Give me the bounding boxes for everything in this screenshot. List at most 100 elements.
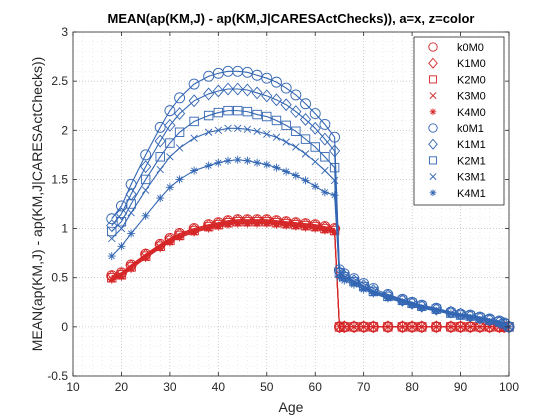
data-point <box>282 221 291 230</box>
data-point <box>309 108 321 120</box>
legend-item: K1M0 <box>428 57 486 70</box>
data-point <box>241 83 253 97</box>
legend-marker <box>429 108 437 116</box>
series-K3M1 <box>108 124 513 331</box>
data-point <box>417 322 426 331</box>
chart-title: MEAN(ap(KM,J) - ap(KM,J|CARESActChecks))… <box>108 11 475 26</box>
data-point <box>330 228 339 237</box>
legend-marker <box>428 75 438 84</box>
data-point <box>383 322 392 331</box>
legend-label: K2M0 <box>457 74 486 86</box>
data-point <box>117 224 126 233</box>
data-point <box>454 320 467 334</box>
data-point <box>446 310 455 319</box>
data-point <box>430 320 442 334</box>
data-point <box>280 98 292 112</box>
data-point <box>432 322 441 331</box>
data-point <box>261 89 273 103</box>
data-point <box>224 124 232 133</box>
data-point <box>233 219 242 228</box>
legend-marker <box>428 42 438 52</box>
data-point <box>204 128 213 136</box>
data-point <box>321 166 329 175</box>
ticks <box>72 31 510 377</box>
data-point <box>456 312 465 321</box>
data-point <box>262 160 271 169</box>
y-tick-label: 2 <box>61 123 68 137</box>
data-point <box>456 322 465 331</box>
data-point <box>234 124 242 133</box>
data-point <box>320 188 329 197</box>
data-point <box>242 106 253 117</box>
data-point <box>474 320 486 334</box>
x-tick-label: 50 <box>260 380 274 394</box>
data-point <box>140 160 152 174</box>
data-point <box>175 175 184 184</box>
legend-item: k0M1 <box>428 123 484 135</box>
legend-marker <box>429 189 437 197</box>
legend-label: k0M0 <box>457 42 484 54</box>
data-point <box>251 69 263 81</box>
legend-label: K4M1 <box>457 188 486 200</box>
data-point <box>292 143 300 151</box>
data-point <box>320 226 329 235</box>
data-point <box>214 222 223 231</box>
data-point <box>282 138 290 146</box>
data-point <box>108 234 116 243</box>
y-tick-label: 3 <box>61 25 68 39</box>
data-point <box>495 319 504 328</box>
data-point <box>155 152 165 162</box>
y-tick-label: 1.5 <box>51 172 68 186</box>
data-point <box>174 127 185 137</box>
data-point <box>408 301 417 310</box>
data-point <box>156 194 165 203</box>
data-point <box>164 118 176 132</box>
data-point <box>126 199 136 209</box>
data-point <box>290 105 302 119</box>
data-point <box>166 153 174 161</box>
data-point <box>165 138 175 148</box>
data-point <box>398 322 407 331</box>
axes-box <box>72 31 510 377</box>
data-point <box>213 107 224 118</box>
data-point <box>340 322 349 331</box>
data-point <box>107 275 116 284</box>
legend-marker <box>428 156 438 165</box>
data-point <box>281 120 291 131</box>
data-point <box>115 207 128 221</box>
data-point <box>291 171 300 180</box>
legend-item: K3M0 <box>429 91 486 103</box>
legend-item: k0M0 <box>428 42 484 54</box>
legend-marker <box>428 138 438 150</box>
legend-label: K4M0 <box>457 107 486 119</box>
data-point <box>188 78 200 90</box>
data-point <box>466 322 475 331</box>
data-point <box>117 272 126 281</box>
x-tick-label: 20 <box>115 380 129 394</box>
data-point <box>446 322 455 331</box>
data-point <box>416 320 428 334</box>
data-point <box>408 322 417 331</box>
data-point <box>369 289 378 298</box>
data-point <box>299 113 312 126</box>
data-point <box>140 149 152 161</box>
data-point <box>175 233 184 242</box>
data-point <box>330 191 339 200</box>
data-point <box>188 94 200 108</box>
x-tick-label: 80 <box>405 380 419 394</box>
data-point <box>154 134 166 148</box>
data-point <box>359 322 368 331</box>
data-point <box>300 98 311 110</box>
data-point <box>319 118 331 130</box>
x-tick-label: 70 <box>357 380 371 394</box>
data-point <box>335 322 344 331</box>
data-point <box>475 322 484 331</box>
data-point <box>272 220 281 229</box>
data-point <box>232 82 244 96</box>
data-point <box>485 322 494 331</box>
y-tick-label: 0 <box>61 320 68 334</box>
data-point <box>406 320 418 334</box>
data-point <box>154 121 166 133</box>
data-point <box>224 156 233 165</box>
data-point <box>141 211 150 220</box>
